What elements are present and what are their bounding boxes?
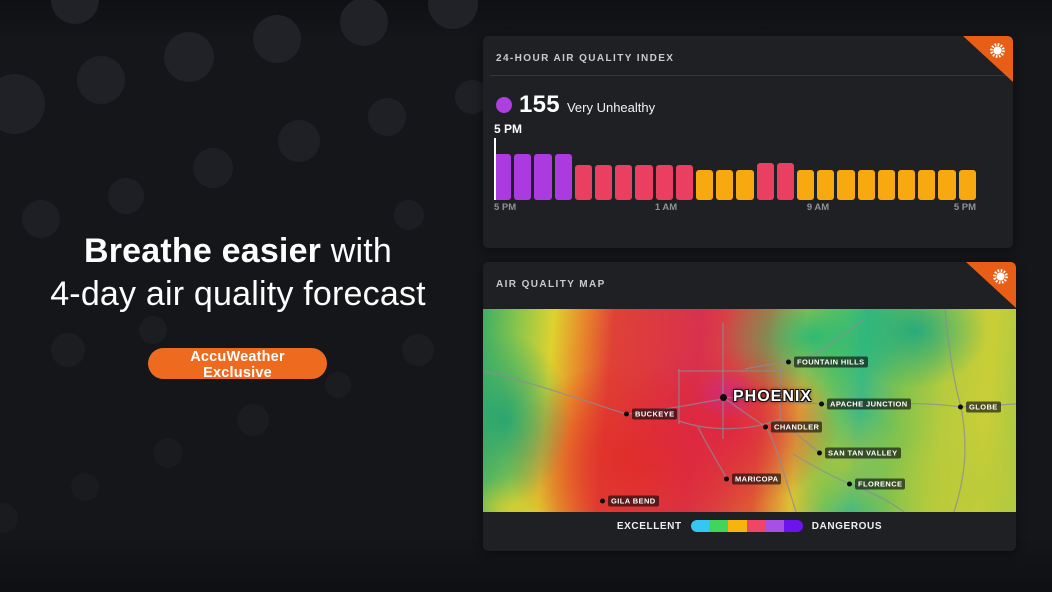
- aqi-scale-pill: [690, 520, 803, 532]
- chart-x-axis: 5 PM 1 AM 9 AM 5 PM: [494, 202, 976, 214]
- map-city-globe: GLOBE: [958, 401, 1001, 413]
- aqi-bar[interactable]: [877, 170, 896, 200]
- chart-cursor-line: [494, 138, 496, 200]
- aqi-bar[interactable]: [817, 170, 835, 200]
- axis-tick: 5 PM: [953, 202, 976, 213]
- map-city-fountain-hills: FOUNTAIN HILLS: [786, 356, 868, 368]
- chart-cursor-label: 5 PM: [494, 122, 523, 136]
- city-label: GILA BEND: [608, 495, 659, 507]
- map-cities: PHOENIX BUCKEYE FOUNTAIN HILLS APACHE JUNCT…: [483, 309, 1016, 512]
- air-quality-map-card: AIR QUALITY MAP: [483, 262, 1016, 551]
- aqi-bar[interactable]: [938, 170, 956, 200]
- aqi-card-title: 24-HOUR AIR QUALITY INDEX: [496, 53, 675, 64]
- map-city-chandler: CHANDLER: [763, 421, 823, 433]
- scale-segment: [690, 520, 710, 532]
- aqi-bar[interactable]: [776, 163, 795, 200]
- headline-line2: 4-day air quality forecast: [50, 275, 426, 313]
- map-city-apache-junction: APACHE JUNCTION: [819, 398, 911, 410]
- headline-bold: Breathe easier: [83, 232, 322, 270]
- scale-segment: [765, 520, 785, 532]
- city-marker-dot: [847, 481, 852, 487]
- map-city-buckeye: BUCKEYE: [624, 408, 678, 420]
- aqi-bar[interactable]: [756, 163, 774, 200]
- axis-tick: 9 AM: [806, 202, 830, 213]
- city-label: APACHE JUNCTION: [827, 398, 911, 410]
- aqi-bar[interactable]: [797, 170, 815, 200]
- city-marker-dot: [817, 450, 822, 456]
- city-marker-dot: [624, 411, 629, 417]
- current-aqi-readout: 155 Very Unhealthy: [496, 91, 655, 119]
- current-aqi-value: 155: [519, 91, 560, 118]
- scale-left-label: EXCELLENT: [616, 520, 682, 532]
- aqi-bar[interactable]: [494, 154, 512, 200]
- city-label: CHANDLER: [771, 421, 823, 433]
- map-city-san-tan-valley: SAN TAN VALLEY: [817, 447, 901, 459]
- map-city-maricopa: MARICOPA: [724, 473, 782, 485]
- aqi-bar[interactable]: [736, 170, 754, 200]
- city-label: FLORENCE: [855, 478, 906, 490]
- map-card-title: AIR QUALITY MAP: [496, 279, 606, 290]
- aqi-bar[interactable]: [857, 170, 875, 200]
- hero-headline: Breathe easier with 4-day air quality fo…: [0, 230, 476, 316]
- city-marker-dot: [786, 359, 791, 365]
- aqi-bar[interactable]: [837, 170, 855, 200]
- aqi-bars[interactable]: [494, 138, 976, 200]
- city-label: GLOBE: [966, 401, 1001, 413]
- aqi-bar[interactable]: [574, 165, 593, 200]
- map-city-phoenix: PHOENIX: [720, 388, 812, 406]
- scale-right-label: DANGEROUS: [811, 520, 883, 532]
- current-aqi-category: Very Unhealthy: [566, 99, 656, 115]
- city-label: MARICOPA: [732, 473, 782, 485]
- scale-segment: [784, 520, 803, 532]
- axis-tick: 5 PM: [494, 202, 517, 213]
- accuweather-exclusive-badge[interactable]: AccuWeather Exclusive: [148, 348, 327, 381]
- city-label: SAN TAN VALLEY: [825, 447, 901, 459]
- axis-tick: 1 AM: [654, 202, 678, 213]
- accuweather-corner-badge: [966, 262, 1016, 308]
- aqi-bar[interactable]: [534, 154, 552, 200]
- city-marker-dot: [819, 401, 824, 407]
- map-city-florence: FLORENCE: [847, 478, 906, 490]
- aqi-bar[interactable]: [696, 170, 714, 200]
- aqi-bar[interactable]: [615, 165, 633, 200]
- city-marker-dot: [724, 476, 729, 482]
- city-label: BUCKEYE: [632, 408, 678, 420]
- city-marker-dot: [763, 424, 768, 430]
- scale-segment: [709, 520, 729, 532]
- city-label: FOUNTAIN HILLS: [794, 356, 868, 368]
- current-aqi-dot: [496, 97, 512, 113]
- aqi-bar[interactable]: [554, 154, 572, 200]
- aqi-bar[interactable]: [655, 165, 673, 200]
- scale-segment: [746, 520, 766, 532]
- aqi-bar[interactable]: [958, 170, 976, 200]
- city-label: PHOENIX: [733, 388, 813, 405]
- city-marker-dot: [958, 404, 963, 410]
- headline-rest: with: [321, 232, 393, 270]
- aqi-bar[interactable]: [595, 165, 613, 200]
- aqi-bar[interactable]: [635, 165, 653, 200]
- scale-segment: [728, 520, 747, 532]
- aqi-bar[interactable]: [675, 165, 694, 200]
- aqi-bar[interactable]: [918, 170, 936, 200]
- divider: [490, 75, 1006, 76]
- aqi-bar[interactable]: [898, 170, 916, 200]
- aqi-scale-legend: EXCELLENT DANGEROUS: [483, 520, 1016, 532]
- city-marker-dot: [720, 393, 727, 401]
- map-city-gila-bend: GILA BEND: [600, 495, 659, 507]
- aqi-bar[interactable]: [514, 154, 532, 200]
- aqi-bar[interactable]: [716, 170, 734, 200]
- sun-icon: [990, 43, 1005, 58]
- sun-icon: [993, 269, 1008, 284]
- aqi-index-card: 24-HOUR AIR QUALITY INDEX 155 Very Unhea…: [483, 36, 1013, 248]
- map-canvas[interactable]: PHOENIX BUCKEYE FOUNTAIN HILLS APACHE JUNCT…: [483, 309, 1016, 512]
- city-marker-dot: [600, 498, 605, 504]
